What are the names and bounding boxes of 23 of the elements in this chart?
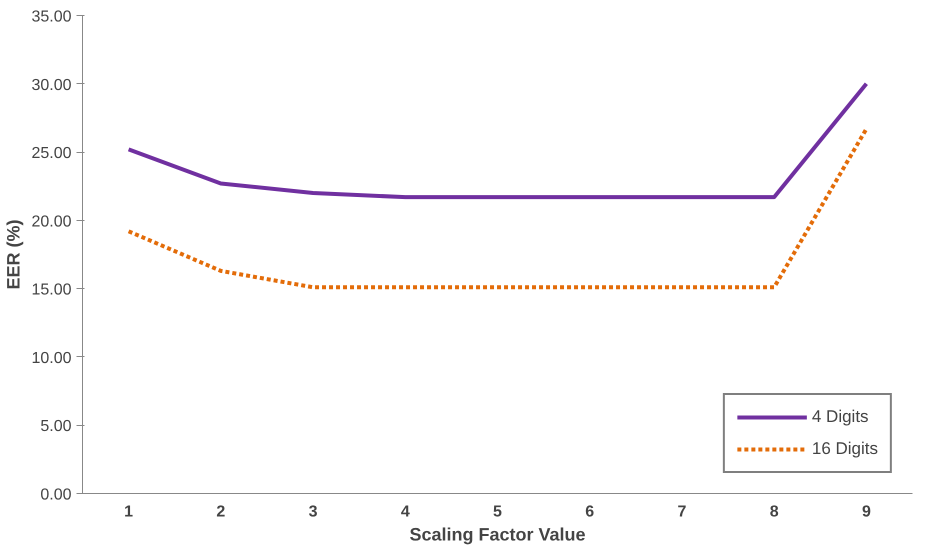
y-tick-label: 20.00 [31,213,72,230]
x-tick-label: 5 [493,504,502,520]
y-tick-label: 35.00 [31,8,72,26]
x-tick-label: 4 [400,504,410,520]
x-tick-label: 8 [770,504,779,520]
x-tick-label: 7 [677,504,686,520]
x-tick-label: 9 [862,504,871,520]
y-axis-title: EER (%) [3,219,24,290]
x-tick-label: 1 [124,504,134,520]
x-tick-label: 6 [585,504,594,520]
line-series [126,82,868,200]
y-tick-label: 10.00 [31,350,72,367]
x-tick-label: 2 [216,504,226,520]
y-tick-label: 25.00 [31,145,72,162]
x-axis-title: Scaling Factor Value [409,524,586,544]
x-tick-label: 3 [308,504,318,520]
y-tick-label: 30.00 [31,76,72,94]
legend-label: 16 Digits [812,439,878,459]
legend-label: 4 Digits [812,407,869,427]
y-tick-label: 0.00 [40,486,72,504]
y-tick-label: 5.00 [40,418,72,436]
y-tick-label: 15.00 [31,282,72,299]
line-series [126,126,868,290]
